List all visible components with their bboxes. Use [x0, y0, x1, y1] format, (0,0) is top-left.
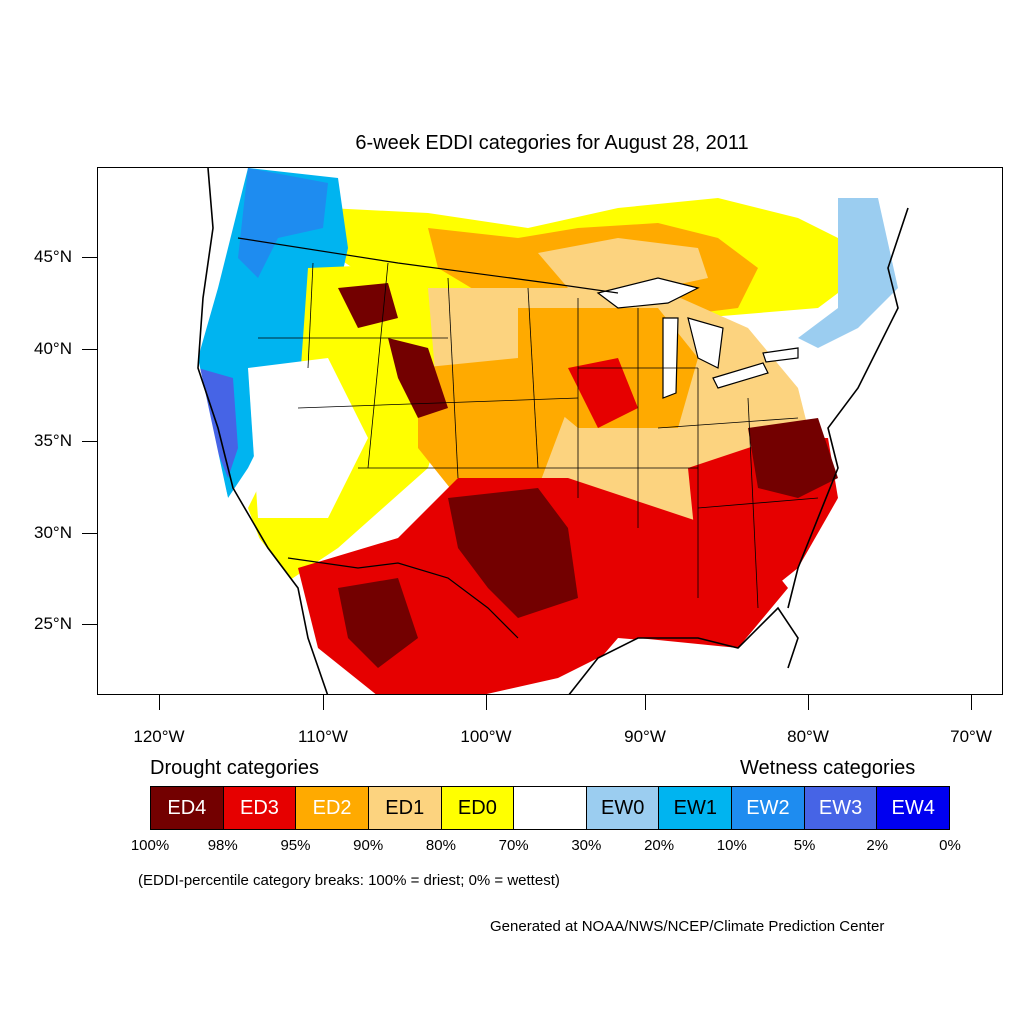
lon-label-120: 120°W	[133, 727, 185, 746]
lake-huron	[687, 317, 724, 369]
coastline-east	[787, 207, 909, 609]
lon-label-110: 110°W	[298, 727, 348, 746]
region-northeast-wet	[798, 198, 898, 348]
legend-break-label: 0%	[939, 837, 961, 854]
legend-swatch-ed4: ED4	[151, 787, 224, 829]
lat-label-25: 25°N	[34, 614, 72, 633]
region-canada-tan	[538, 238, 708, 293]
legend-break-label: 90%	[353, 837, 384, 854]
region-wyoming-maroon	[388, 338, 448, 418]
lon-tick-120	[159, 695, 160, 710]
region-midwest-red	[568, 358, 638, 428]
border-mexico	[287, 557, 519, 639]
legend-swatch-ew2: EW2	[732, 787, 805, 829]
legend-swatch-ew1: EW1	[659, 787, 733, 829]
border-canada	[237, 237, 619, 294]
lat-tick-30	[82, 533, 97, 534]
gulf-of-mexico	[569, 598, 838, 694]
region-plains-orange	[418, 358, 568, 498]
legend-break-label: 30%	[571, 837, 602, 854]
region-carolinas-maroon	[748, 418, 838, 498]
legend-break-label: 100%	[130, 837, 170, 854]
lat-tick-35	[82, 441, 97, 442]
lon-tick-90	[645, 695, 646, 710]
lon-label-70: 70°W	[950, 727, 992, 746]
lon-tick-80	[808, 695, 809, 710]
coastline-west	[197, 168, 329, 694]
lake-erie	[712, 362, 769, 389]
region-texas-maroon	[448, 488, 578, 618]
lat-label-40: 40°N	[34, 339, 72, 358]
legend-break-label: 2%	[866, 837, 889, 854]
lat-label-35: 35°N	[34, 431, 72, 450]
legend-swatch-ed0: ED0	[441, 787, 515, 829]
lat-tick-40	[82, 349, 97, 350]
lake-superior	[596, 277, 700, 309]
legend-break-label: 70%	[498, 837, 529, 854]
legend-break-label: 98%	[207, 837, 238, 854]
lat-label-45: 45°N	[34, 247, 72, 266]
legend-break-label: 95%	[280, 837, 311, 854]
legend-swatch-ew3: EW3	[804, 787, 878, 829]
lon-label-90: 90°W	[624, 727, 666, 746]
legend-break-label: 10%	[716, 837, 747, 854]
coastline-gulf	[568, 606, 799, 694]
map-frame	[97, 167, 1003, 695]
drought-heading: Drought categories	[150, 757, 319, 779]
atlantic-ocean	[798, 318, 1002, 694]
lon-label-80: 80°W	[787, 727, 829, 746]
region-mexico-maroon	[338, 578, 418, 668]
map-title: 6-week EDDI categories for August 28, 20…	[355, 132, 749, 154]
region-west-white	[248, 358, 368, 518]
credit-text: Generated at NOAA/NWS/NCEP/Climate Predi…	[490, 918, 885, 935]
legend-swatch-ed1: ED1	[368, 787, 442, 829]
lat-label-30: 30°N	[34, 523, 72, 542]
legend-swatch-neutral	[514, 787, 587, 829]
legend-break-label: 20%	[644, 837, 675, 854]
state-lines	[258, 262, 819, 609]
legend-note: (EDDI-percentile category breaks: 100% =…	[138, 872, 560, 889]
lon-label-100: 100°W	[460, 727, 512, 746]
lat-tick-45	[82, 257, 97, 258]
eddi-map	[98, 168, 1002, 694]
legend-swatch-ew4: EW4	[877, 787, 950, 829]
legend-break-label: 80%	[425, 837, 456, 854]
lon-tick-100	[486, 695, 487, 710]
lon-tick-110	[323, 695, 324, 710]
lon-tick-70	[971, 695, 972, 710]
legend-swatch-ed3: ED3	[223, 787, 297, 829]
legend-break-label: 5%	[793, 837, 816, 854]
lake-ontario	[762, 347, 799, 363]
lake-michigan	[662, 317, 679, 399]
legend-swatch-ew0: EW0	[586, 787, 660, 829]
legend-bar: ED4 ED3 ED2 ED1 ED0 EW0 EW1 EW2 EW3 EW4	[150, 786, 950, 830]
wetness-heading: Wetness categories	[740, 757, 916, 779]
legend-swatch-ed2: ED2	[296, 787, 369, 829]
pacific-ocean	[98, 168, 318, 694]
region-pnw-wet-deep	[238, 168, 328, 278]
lat-tick-25	[82, 624, 97, 625]
